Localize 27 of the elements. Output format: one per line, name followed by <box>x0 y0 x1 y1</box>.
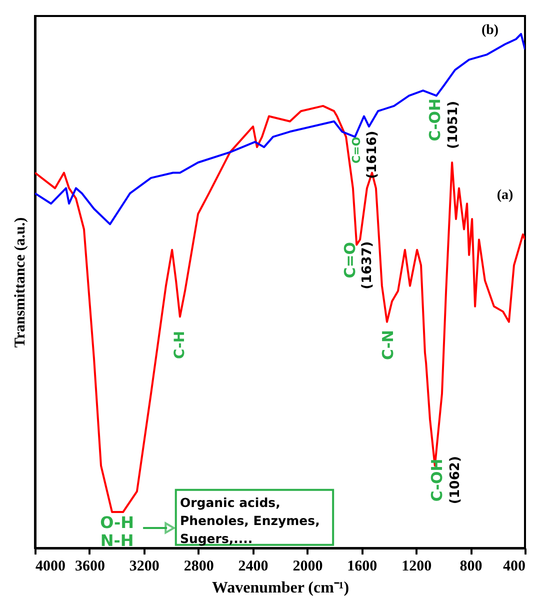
x-tick-label: 2800 <box>184 558 214 574</box>
x-tick-label: 400 <box>503 558 526 574</box>
annotation: C-H <box>172 330 188 360</box>
x-tick-label: 800 <box>460 558 482 574</box>
annotation: C-OH <box>426 98 444 142</box>
x-tick-label: 1200 <box>402 558 432 574</box>
x-tick-label: 1600 <box>347 558 378 574</box>
x-tick-label: 2400 <box>238 558 268 574</box>
annotation: (1637) <box>360 241 375 290</box>
x-tick-label: 2000 <box>292 558 323 574</box>
annotation: C=O <box>350 136 364 164</box>
annotation: Organic acids, Phenoles, Enzymes, Sugers,.... <box>180 495 320 546</box>
text: (a) <box>496 188 514 203</box>
annotation: (1051) <box>446 100 461 150</box>
annotation: (1616) <box>365 130 380 179</box>
x-tick-label: 4000 <box>36 558 66 574</box>
series-label: (b) <box>481 22 499 38</box>
annotation: C=O <box>340 242 359 278</box>
annotation: O-H <box>100 512 134 532</box>
annotation: (1062) <box>448 456 464 504</box>
x-axis-title: Wavenumber (cm⁻¹) <box>212 580 350 596</box>
y-axis-title: Transmittance (a.u.) <box>12 217 28 348</box>
annotation: C-OH <box>428 458 446 502</box>
x-tick-label: 3200 <box>129 558 160 574</box>
x-tick-label: 3600 <box>74 558 105 574</box>
annotation: C-N <box>378 330 397 360</box>
annotation: N-H <box>100 530 134 550</box>
